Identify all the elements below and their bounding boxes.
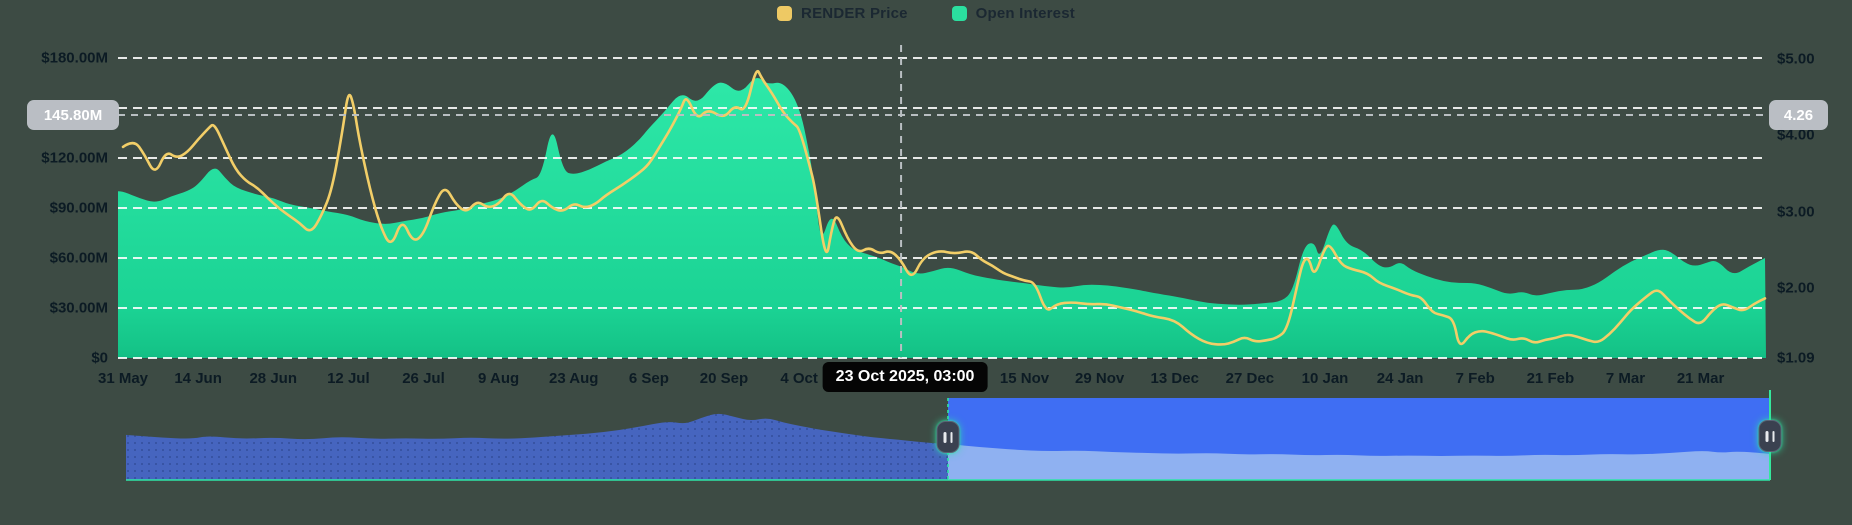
- x-axis-label: 29 Nov: [1075, 370, 1125, 387]
- y-axis-label-left: $120.00M: [41, 149, 108, 167]
- x-axis-label: 4 Oct: [780, 370, 818, 387]
- open-interest-area: [118, 78, 1766, 359]
- left-axis-crosshair-badge: 145.80M: [27, 100, 119, 130]
- pause-icon: [1772, 430, 1775, 442]
- x-axis-label: 27 Dec: [1225, 370, 1275, 387]
- y-axis-label-left: $180.00M: [41, 49, 108, 67]
- y-axis-label-left: $60.00M: [49, 249, 108, 267]
- x-axis-label: 7 Mar: [1605, 370, 1646, 387]
- x-axis-label: 23 Aug: [549, 370, 599, 387]
- pause-icon: [943, 431, 946, 443]
- x-axis-label: 28 Jun: [249, 370, 297, 387]
- x-axis-label: 24 Jan: [1376, 370, 1424, 387]
- navigator-history-area-texture: [126, 413, 948, 480]
- x-axis-label: 6 Sep: [628, 370, 669, 387]
- navigator-right-handle[interactable]: [1758, 420, 1782, 452]
- legend-item-render-price[interactable]: RENDER Price: [777, 5, 908, 22]
- x-axis-label: 9 Aug: [478, 370, 520, 387]
- legend-label-open-interest: Open Interest: [975, 5, 1075, 22]
- navigator-history-area-selected[interactable]: [126, 414, 1770, 480]
- render-price-swatch-icon: [777, 6, 793, 21]
- open-interest-swatch-icon: [951, 6, 967, 21]
- legend-label-render-price: RENDER Price: [801, 5, 908, 22]
- x-axis-label: 13 Dec: [1150, 370, 1199, 387]
- y-axis-label-right: $4.00: [1777, 126, 1815, 144]
- x-axis-label: 21 Feb: [1526, 370, 1575, 387]
- pause-icon: [950, 431, 953, 443]
- chart-legend: RENDER Price Open Interest: [0, 5, 1852, 22]
- x-axis-label: 10 Jan: [1301, 370, 1349, 387]
- y-axis-label-right: $2.00: [1777, 279, 1815, 297]
- y-axis-label-left: $30.00M: [49, 299, 108, 317]
- y-axis-label-right: $1.09: [1777, 349, 1815, 367]
- x-axis-label: 15 Nov: [999, 370, 1050, 387]
- x-axis-label: 12 Jul: [327, 370, 370, 387]
- x-axis-label: 31 May: [97, 370, 149, 387]
- legend-item-open-interest[interactable]: Open Interest: [951, 5, 1075, 22]
- pause-icon: [1765, 430, 1768, 442]
- right-axis-crosshair-badge: 4.26: [1769, 100, 1828, 130]
- navigator-left-handle[interactable]: [936, 421, 960, 453]
- x-axis-label: 7 Feb: [1455, 370, 1495, 387]
- x-axis-label: 14 Jun: [174, 370, 222, 387]
- y-axis-label-right: $3.00: [1777, 203, 1815, 221]
- x-axis-label: 21 Mar: [1676, 370, 1725, 387]
- render-price-line: [121, 70, 1767, 346]
- y-axis-label-left: $0: [91, 349, 108, 367]
- x-axis-label: 26 Jul: [402, 370, 445, 387]
- x-axis-label: 20 Sep: [699, 370, 749, 387]
- y-axis-label-right: $5.00: [1777, 50, 1815, 68]
- y-axis-label-left: $90.00M: [49, 199, 108, 217]
- crosshair-date-tooltip: 23 Oct 2025, 03:00: [822, 362, 988, 392]
